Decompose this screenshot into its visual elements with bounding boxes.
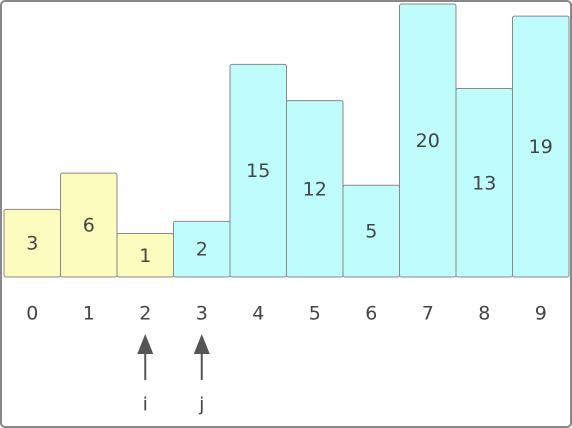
index-label: 8 [478,303,490,325]
index-label: 5 [309,303,321,325]
bar-value: 19 [529,136,553,158]
index-label: 7 [422,303,434,325]
bar-value: 6 [83,215,95,237]
index-label: 1 [83,303,95,325]
bar-value: 12 [303,178,327,200]
index-label: 6 [365,303,377,325]
bar-value: 13 [472,172,496,194]
index-label: 3 [196,303,208,325]
bar-value: 20 [416,130,440,152]
bar-value: 2 [196,239,208,261]
bar [512,15,570,278]
bar-value: 5 [365,221,377,243]
pointer-label: j [198,394,204,416]
index-label: 0 [26,303,38,325]
bar [60,172,118,278]
index-label: 4 [252,303,264,325]
pointer-label: i [143,394,148,416]
index-label: 9 [535,303,547,325]
index-label: 2 [139,303,151,325]
bar-value: 1 [139,245,151,267]
bar-value: 3 [26,233,38,255]
bar-value: 15 [246,160,270,182]
